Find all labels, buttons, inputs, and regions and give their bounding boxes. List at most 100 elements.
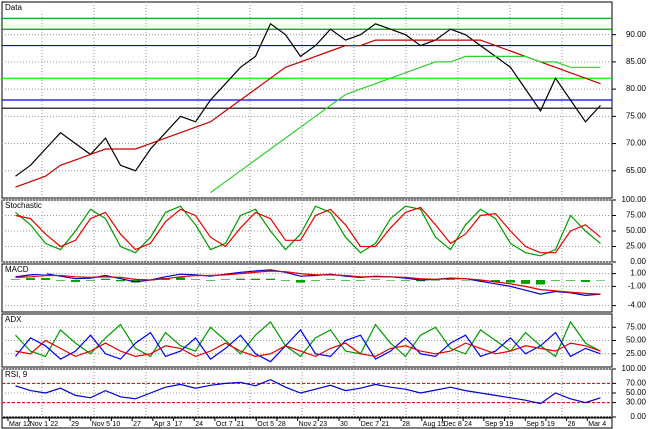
series-line — [15, 39, 601, 188]
histogram-bar — [11, 279, 20, 280]
date-label: Nov 2 — [299, 421, 317, 428]
date-label: 24 — [195, 421, 203, 428]
date-label: Dec 7 — [361, 421, 379, 428]
y-tick-label: -4.00 — [628, 301, 647, 310]
panel-title-bg — [3, 370, 47, 379]
panel-title: Stochastic — [5, 201, 42, 210]
date-label: Oct 7 — [216, 421, 233, 428]
date-label: Nov 5 — [92, 421, 110, 428]
histogram-bar — [56, 280, 65, 281]
date-label: Dec 8 — [443, 421, 461, 428]
histogram-bar — [446, 279, 455, 280]
histogram-bar — [221, 279, 230, 280]
histogram-bar — [266, 278, 275, 280]
series-line — [15, 339, 601, 358]
date-axis — [1, 417, 613, 429]
histogram-bar — [281, 280, 290, 281]
histogram-bar — [386, 280, 395, 281]
y-tick-label: -1.00 — [628, 282, 647, 291]
series-line — [15, 378, 601, 405]
panel-title-bg — [3, 315, 47, 324]
histogram-bar — [86, 280, 95, 281]
histogram-bar — [416, 280, 425, 282]
panel-title-bg — [3, 3, 47, 12]
y-tick-label: 75.00 — [626, 111, 647, 120]
series-line — [15, 205, 601, 257]
histogram-bar — [551, 280, 560, 281]
date-label: Apr 3 — [154, 421, 171, 428]
series-line — [15, 320, 601, 358]
date-label: 19 — [506, 421, 514, 428]
date-label: 22 — [50, 421, 58, 428]
y-tick-label: 85.00 — [626, 57, 647, 66]
date-label: 26 — [568, 421, 576, 428]
date-label: Oct 5 — [257, 421, 274, 428]
y-tick-label: 100.00 — [622, 364, 647, 373]
y-tick-label: 0.00 — [630, 257, 646, 266]
histogram-bar — [536, 280, 545, 285]
histogram-bar — [401, 280, 410, 281]
date-label: 30 — [340, 421, 348, 428]
panel-title: ADX — [5, 315, 22, 324]
y-tick-label: 70.00 — [626, 139, 647, 148]
series-line — [15, 206, 601, 254]
panel-title-bg — [3, 201, 47, 210]
series-line — [15, 328, 601, 363]
histogram-bar — [296, 280, 305, 283]
date-label: 21 — [381, 421, 389, 428]
histogram-bar — [71, 280, 80, 282]
panel-title: Data — [5, 3, 22, 12]
y-tick-label: 65.00 — [626, 166, 647, 175]
histogram-bar — [41, 278, 50, 280]
y-tick-label: 25.00 — [626, 242, 647, 251]
y-tick-label: 0.00 — [630, 412, 646, 421]
histogram-bar — [341, 280, 350, 281]
histogram-bar — [566, 280, 575, 281]
histogram-bar — [581, 280, 590, 282]
date-label: 24 — [464, 421, 472, 428]
date-label: 28 — [402, 421, 410, 428]
histogram-bar — [116, 280, 125, 282]
histogram-bar — [371, 279, 380, 280]
y-tick-label: 70.00 — [626, 379, 647, 388]
panel — [1, 263, 613, 313]
histogram-bar — [476, 280, 485, 282]
y-tick-label: 80.00 — [626, 84, 647, 93]
histogram-bar — [521, 280, 530, 284]
histogram-bar — [596, 280, 605, 281]
date-label: 29 — [71, 421, 79, 428]
date-label: Nov 1 — [30, 421, 48, 428]
date-label: 10 — [112, 421, 120, 428]
histogram-bar — [431, 280, 440, 281]
date-label: Mar 4 — [588, 421, 606, 428]
histogram-bar — [176, 277, 185, 280]
y-tick-label: 90.00 — [626, 30, 647, 39]
panel-title: RSI, 9 — [5, 370, 28, 379]
histogram-bar — [461, 280, 470, 281]
date-label: 28 — [278, 421, 286, 428]
date-label: 21 — [237, 421, 245, 428]
histogram-bar — [311, 280, 320, 281]
histogram-bar — [206, 280, 215, 281]
y-tick-label: 75.00 — [626, 211, 647, 220]
histogram-bar — [191, 279, 200, 280]
histogram-bar — [26, 278, 35, 280]
histogram-bar — [326, 279, 335, 280]
histogram-bar — [101, 278, 110, 280]
y-tick-label: 30.00 — [626, 398, 647, 407]
histogram-bar — [131, 280, 140, 283]
series-line — [15, 22, 601, 177]
series-line — [15, 270, 601, 295]
histogram-bar — [491, 280, 500, 282]
panel-title-bg — [3, 265, 47, 274]
series-line — [210, 55, 601, 194]
date-label: 17 — [175, 421, 183, 428]
date-label: Mar 12 — [9, 421, 31, 428]
y-tick-label: 50.00 — [626, 336, 647, 345]
date-label: Sep 9 — [485, 421, 503, 428]
date-label: Aug 15 — [423, 421, 445, 428]
y-tick-label: 50.00 — [626, 226, 647, 235]
histogram-bar — [356, 280, 365, 281]
